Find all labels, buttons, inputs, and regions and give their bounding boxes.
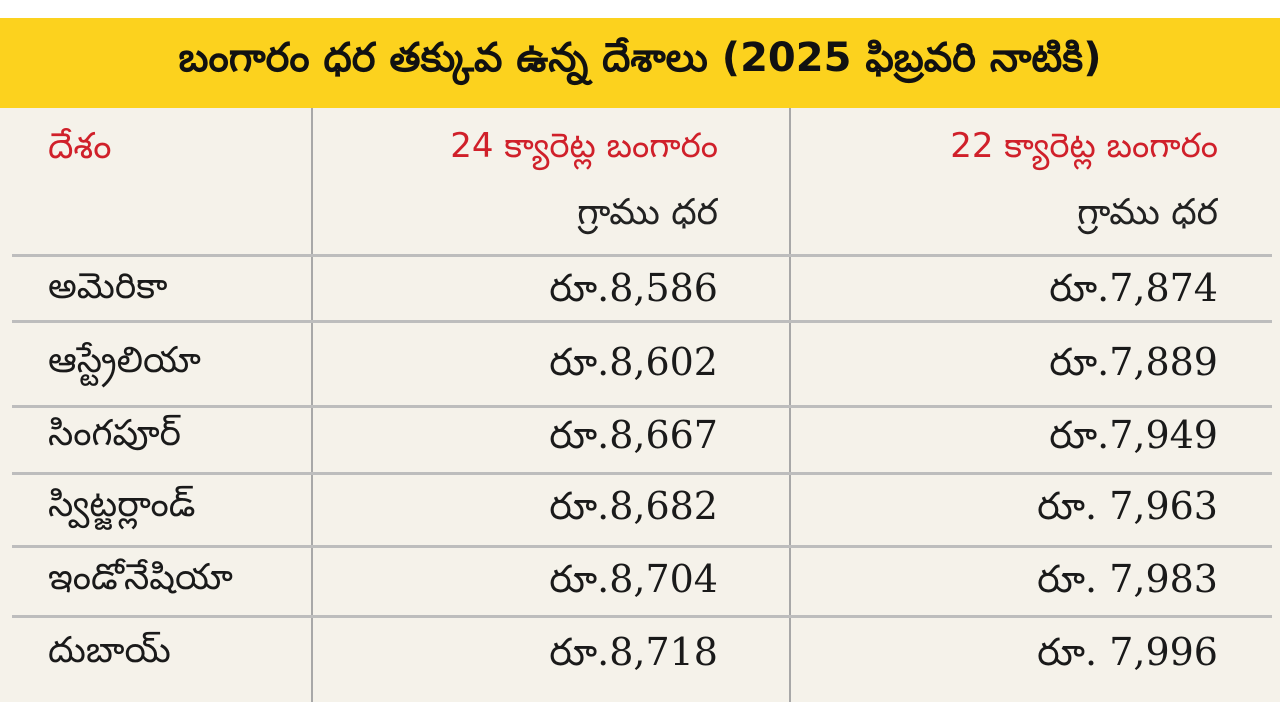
table-row-price-22k: రూ. 7,963: [1037, 484, 1218, 528]
table-row-price-22k: రూ. 7,996: [1037, 630, 1218, 674]
table-row-country: ఇండోనేషియా: [48, 557, 233, 598]
table-row-price-24k: రూ.8,602: [549, 340, 718, 384]
table-row-country: ఆస్ట్రేలియా: [48, 340, 201, 381]
table-row-country: స్విట్జర్లాండ్: [48, 484, 196, 525]
row-separator: [12, 545, 1272, 548]
table-row-price-24k: రూ.8,586: [549, 266, 718, 310]
row-separator: [12, 472, 1272, 475]
row-separator: [12, 320, 1272, 323]
row-separator: [12, 405, 1272, 408]
table-row-price-22k: రూ.7,949: [1049, 413, 1218, 457]
table-row-price-24k: రూ.8,718: [549, 630, 718, 674]
table-row-price-22k: రూ.7,889: [1049, 340, 1218, 384]
table-row-price-22k: రూ. 7,983: [1037, 557, 1218, 601]
table-row-price-24k: రూ.8,667: [549, 413, 718, 457]
table-row-price-22k: రూ.7,874: [1049, 266, 1218, 310]
table-row-country: అమెరికా: [48, 266, 168, 307]
title-bar: బంగారం ధర తక్కువ ఉన్న దేశాలు (2025 ఫిబ్ర…: [0, 18, 1280, 108]
table-row-price-24k: రూ.8,682: [549, 484, 718, 528]
table-title: బంగారం ధర తక్కువ ఉన్న దేశాలు (2025 ఫిబ్ర…: [178, 35, 1102, 81]
header-24-karat: 24 క్యారెట్ల బంగారం: [450, 126, 718, 166]
table-row-price-24k: రూ.8,704: [549, 557, 718, 601]
header-22-karat: 22 క్యారెట్ల బంగారం: [950, 126, 1218, 166]
table-row-country: సింగపూర్: [48, 413, 181, 454]
row-separator: [12, 615, 1272, 618]
header-country: దేశం: [48, 126, 112, 167]
header-24-karat-unit: గ్రాము ధర: [577, 192, 718, 233]
header-separator: [12, 254, 1272, 257]
table-card: [0, 18, 1280, 702]
table-row-country: దుబాయ్: [48, 630, 171, 671]
header-22-karat-unit: గ్రాము ధర: [1077, 192, 1218, 233]
